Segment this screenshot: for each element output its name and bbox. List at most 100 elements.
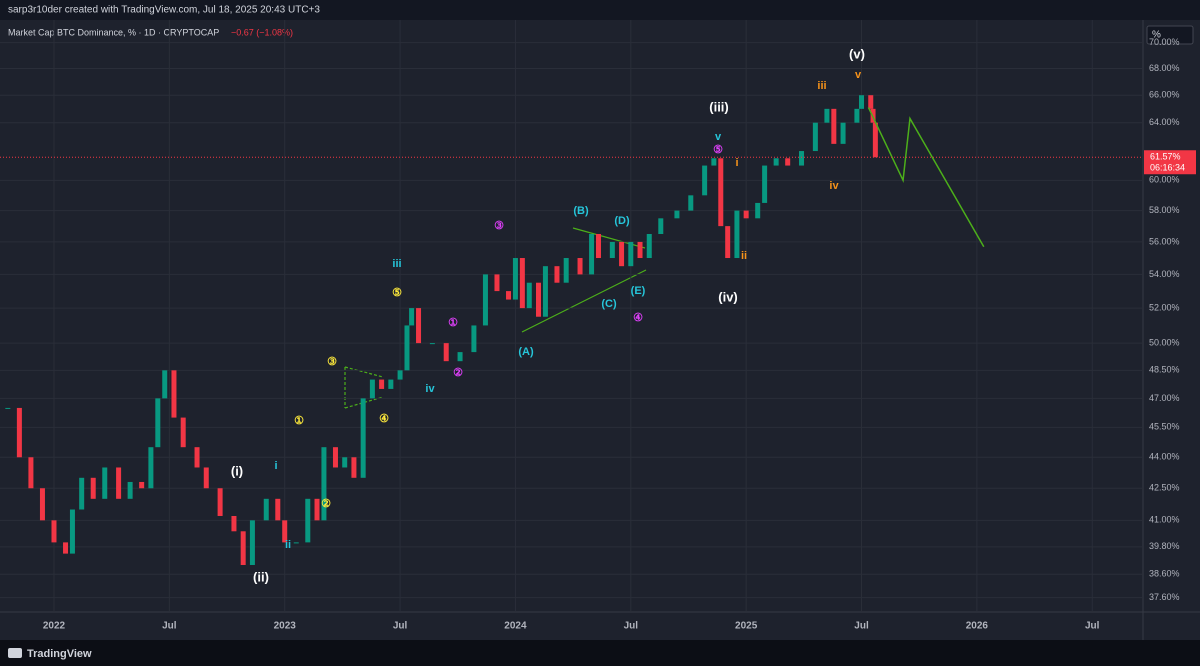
wave-label: v — [715, 131, 722, 143]
x-tick-label: 2026 — [966, 621, 989, 632]
wave-label: iv — [829, 180, 839, 192]
candle — [519, 258, 525, 309]
candle — [734, 210, 740, 259]
wave-label: ② — [321, 498, 331, 510]
x-tick-label: Jul — [393, 621, 408, 632]
wave-label: (iii) — [709, 99, 729, 114]
header: sarp3r10der created with TradingView.com… — [8, 5, 320, 16]
candle — [619, 241, 625, 267]
plot-area — [0, 20, 1143, 612]
wave-label: iii — [817, 80, 826, 92]
candle — [554, 266, 560, 283]
y-tick-label: 54.00% — [1149, 269, 1180, 279]
candle — [217, 488, 223, 516]
candle — [51, 520, 57, 543]
wave-label: (A) — [518, 346, 534, 358]
candle — [628, 241, 634, 267]
candle — [799, 151, 805, 166]
candle — [762, 165, 768, 203]
candle — [16, 407, 22, 458]
wave-label: ④ — [633, 312, 643, 324]
candle — [646, 233, 652, 259]
plot: 37.60% 38.60% 39.80% 41.00% 42.50% 44.00% 45.5… — [0, 20, 1180, 632]
candle — [471, 325, 477, 353]
candle — [369, 379, 375, 399]
candle — [443, 343, 449, 362]
candle — [577, 258, 583, 275]
candle — [859, 95, 865, 109]
y-tick-label: 48.50% — [1149, 365, 1180, 375]
wave-label: (i) — [231, 463, 243, 478]
wave-label: v — [855, 69, 862, 81]
wave-label: (ii) — [253, 569, 269, 584]
y-tick-label: 66.00% — [1149, 90, 1180, 100]
candle — [840, 122, 846, 144]
wave-label: (E) — [631, 285, 646, 297]
candle — [506, 291, 512, 300]
candle — [494, 274, 500, 292]
candle — [360, 398, 366, 478]
candle — [536, 282, 542, 317]
y-tick-label: 58.00% — [1149, 205, 1180, 215]
candle — [688, 195, 694, 211]
x-tick-label: 2024 — [504, 621, 527, 632]
wave-label: iii — [392, 258, 401, 270]
candle — [542, 266, 548, 317]
candle — [305, 498, 311, 543]
y-tick-label: 70.00% — [1149, 37, 1180, 47]
symbol-title: Market Cap BTC Dominance, % · 1D · CRYPT… — [8, 27, 219, 37]
candle — [526, 282, 532, 309]
x-tick-label: 2023 — [274, 621, 297, 632]
wave-label: (C) — [601, 298, 617, 310]
y-tick-label: 39.80% — [1149, 541, 1180, 551]
y-tick-label: 50.00% — [1149, 338, 1180, 348]
x-tick-label: Jul — [162, 621, 177, 632]
unit[interactable]: % — [1152, 30, 1161, 41]
candle — [512, 258, 518, 300]
candle — [90, 477, 96, 499]
y-tick-label: 52.00% — [1149, 302, 1180, 312]
candle — [595, 233, 601, 259]
candle — [773, 158, 779, 166]
unit-button[interactable] — [1146, 25, 1194, 45]
y-tick-label: 56.00% — [1149, 236, 1180, 246]
top-bar — [0, 0, 1200, 20]
candle — [102, 467, 108, 499]
candle — [263, 498, 269, 521]
candle — [457, 352, 463, 362]
candle — [194, 447, 200, 468]
candle — [282, 520, 288, 543]
candle — [148, 447, 154, 489]
wave-label: i — [274, 460, 277, 472]
candle — [637, 241, 643, 259]
change: −0.67 (−1.08%) — [231, 27, 293, 37]
candle — [854, 108, 860, 123]
candle — [79, 477, 85, 510]
candle — [127, 481, 133, 499]
price-label: 61.57% — [1150, 152, 1181, 162]
candle — [824, 108, 830, 123]
y-tick-label: 38.60% — [1149, 569, 1180, 579]
wave-label: (B) — [573, 205, 589, 217]
wave-label: ii — [741, 250, 747, 262]
candle — [702, 165, 708, 196]
candle — [116, 467, 122, 499]
candle — [171, 370, 177, 418]
candle — [180, 417, 186, 448]
candle — [831, 108, 837, 144]
candle — [388, 379, 394, 389]
candle — [39, 488, 45, 521]
candle — [63, 542, 69, 554]
candle — [5, 407, 11, 409]
wave-label: ① — [294, 415, 304, 427]
wave-label: (D) — [614, 215, 630, 227]
x-tick-label: Jul — [624, 621, 639, 632]
wave-label: i — [735, 157, 738, 169]
candle — [755, 202, 761, 219]
candle — [404, 325, 410, 371]
candle — [275, 498, 281, 521]
candle — [812, 122, 818, 152]
x-tick-label: 2022 — [43, 621, 66, 632]
candle — [379, 379, 385, 389]
